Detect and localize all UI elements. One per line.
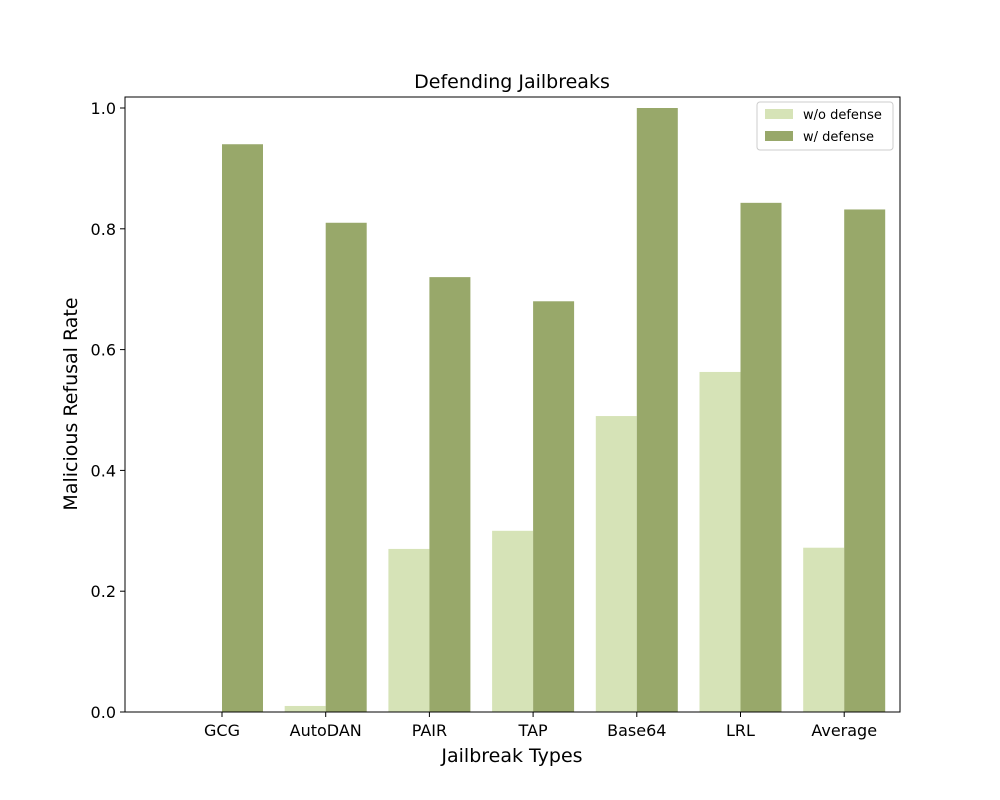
legend-swatch-w-defense: [765, 131, 793, 141]
bars-layer: [222, 108, 886, 713]
x-tick-label: GCG: [204, 721, 240, 740]
bar-w-o-defense-autodan: [284, 705, 326, 712]
bar-w-o-defense-tap: [492, 530, 534, 712]
bar-w-o-defense-average: [803, 547, 845, 712]
bar-w-defense-average: [844, 209, 886, 712]
legend-swatch-wo-defense: [765, 109, 793, 119]
x-tick-label: AutoDAN: [290, 721, 362, 740]
y-tick-label: 0.2: [91, 582, 116, 601]
y-tick-label: 0.4: [91, 461, 116, 480]
bar-w-defense-autodan: [325, 222, 367, 712]
bar-w-defense-base64: [636, 108, 678, 712]
bar-w-o-defense-lrl: [699, 371, 741, 712]
x-tick-label: Average: [811, 721, 877, 740]
ticks-layer: GCG AutoDAN PAIR TAP Base64 LRL Average 0.0 0.2 0…: [91, 99, 878, 740]
x-tick-label: LRL: [726, 721, 755, 740]
legend-label-w-defense: w/ defense: [803, 130, 874, 145]
x-tick-label: Base64: [607, 721, 666, 740]
bar-w-defense-gcg: [222, 144, 263, 713]
y-tick-label: 0.0: [91, 703, 116, 722]
y-tick-label: 0.8: [91, 220, 116, 239]
bar-w-defense-pair: [429, 277, 471, 712]
bar-w-defense-tap: [533, 301, 575, 712]
x-tick-label: PAIR: [412, 721, 447, 740]
x-axis-label: Jailbreak Types: [440, 745, 582, 767]
x-tick-label: TAP: [518, 721, 548, 740]
chart-title: Defending Jailbreaks: [414, 71, 610, 93]
legend-label-wo-defense: w/o defense: [803, 108, 882, 123]
bar-w-defense-lrl: [740, 202, 782, 712]
y-axis-label: Malicious Refusal Rate: [60, 297, 82, 510]
y-tick-label: 0.6: [91, 341, 116, 360]
plot-frame: [124, 96, 901, 713]
y-tick-label: 1.0: [91, 99, 116, 118]
legend: w/o defense w/ defense: [756, 101, 894, 151]
bar-w-o-defense-base64: [595, 416, 637, 712]
bar-w-o-defense-pair: [388, 548, 430, 712]
